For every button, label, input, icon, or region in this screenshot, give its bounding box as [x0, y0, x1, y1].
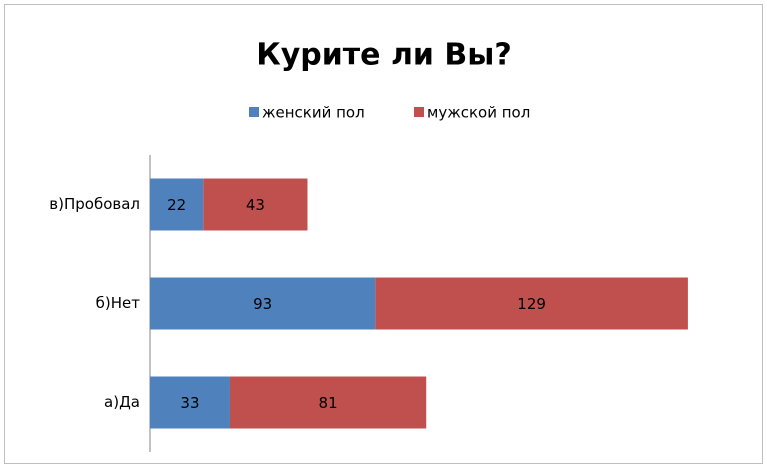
legend-label: мужской пол: [427, 104, 530, 122]
legend-swatch: [249, 107, 259, 117]
bar-segment: [375, 277, 688, 330]
data-label: 22: [167, 196, 186, 214]
bar-segment: [150, 376, 230, 429]
bar-segment: [150, 277, 376, 330]
data-label: 129: [517, 295, 546, 313]
y-tick-label: а)Да: [104, 393, 140, 411]
data-label: 81: [319, 394, 338, 412]
chart-title: Курите ли Вы?: [256, 38, 512, 73]
data-label: 93: [253, 295, 272, 313]
y-tick-label: б)Нет: [96, 294, 141, 312]
bar-segment: [203, 178, 308, 231]
y-tick-label: в)Пробовал: [49, 195, 140, 213]
bar-segment: [150, 178, 204, 231]
data-label: 43: [246, 196, 265, 214]
legend-label: женский пол: [262, 104, 365, 122]
legend-swatch: [414, 107, 424, 117]
data-label: 33: [180, 394, 199, 412]
bar-segment: [229, 376, 427, 429]
